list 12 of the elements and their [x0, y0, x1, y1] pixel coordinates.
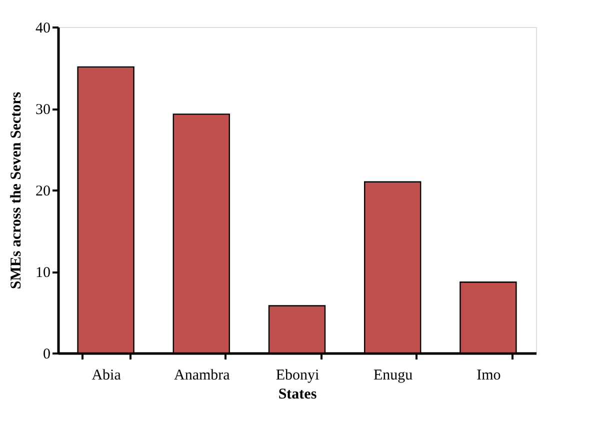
y-axis-title: SMEs across the Seven Sectors — [8, 92, 24, 290]
y-tick-label: 40 — [36, 20, 50, 36]
x-tick-label: Abia — [92, 368, 122, 384]
y-tick-label: 30 — [36, 102, 50, 118]
y-tick-label: 10 — [36, 265, 50, 281]
x-axis-title: States — [278, 386, 317, 402]
y-tick-label: 0 — [43, 346, 50, 362]
x-tick-label: Ebonyi — [276, 368, 320, 384]
x-tick-label: Imo — [476, 368, 501, 384]
y-tick-label: 20 — [36, 184, 50, 200]
x-tick-label: Anambra — [174, 368, 230, 384]
x-tick-label: Enugu — [374, 368, 414, 384]
